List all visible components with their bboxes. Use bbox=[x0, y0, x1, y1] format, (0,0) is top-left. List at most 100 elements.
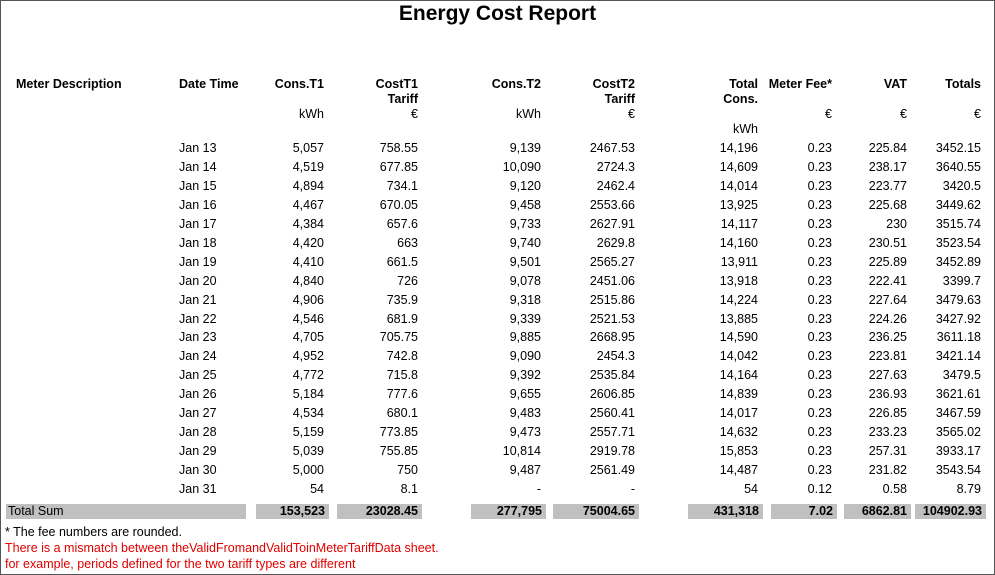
value-cell: 9,392 bbox=[509, 368, 541, 383]
value-cell: 14,632 bbox=[719, 425, 758, 440]
column-header: CostT1 Tariff bbox=[375, 77, 418, 106]
value-cell: 2467.53 bbox=[589, 141, 635, 155]
unit-label: € bbox=[974, 107, 981, 121]
value-cell: 734.1 bbox=[386, 178, 418, 193]
value-cell: 0.23 bbox=[807, 292, 832, 307]
value-cell: 9,483 bbox=[509, 406, 541, 421]
total-cell: 277,795 bbox=[471, 504, 546, 519]
value-cell: 13,885 bbox=[719, 311, 758, 326]
value-cell: 0.58 bbox=[882, 482, 907, 496]
value-cell: 677.85 bbox=[379, 159, 418, 174]
value-cell: 14,164 bbox=[719, 368, 758, 383]
unit-label: € bbox=[628, 107, 635, 121]
value-cell: 3452.89 bbox=[935, 254, 981, 269]
value-cell: 4,534 bbox=[292, 406, 324, 421]
value-cell: 238.17 bbox=[868, 159, 907, 174]
value-cell: 4,467 bbox=[292, 197, 324, 212]
value-cell: 14,224 bbox=[719, 292, 758, 307]
value-cell: 13,925 bbox=[719, 197, 758, 212]
date-cell: Jan 29 bbox=[179, 444, 217, 459]
value-cell: 236.25 bbox=[868, 330, 907, 345]
footnote: * The fee numbers are rounded. bbox=[5, 525, 182, 539]
value-cell: 4,952 bbox=[292, 349, 324, 364]
value-cell: 9,501 bbox=[509, 254, 541, 269]
value-cell: 227.63 bbox=[868, 368, 907, 383]
value-cell: 3479.63 bbox=[935, 292, 981, 307]
unit-label: kWh bbox=[516, 107, 541, 121]
report-title: Energy Cost Report bbox=[398, 2, 597, 25]
date-cell: Jan 15 bbox=[179, 178, 217, 193]
value-cell: 230 bbox=[886, 216, 907, 231]
value-cell: 4,546 bbox=[292, 311, 324, 326]
value-cell: 223.81 bbox=[868, 349, 907, 364]
column-header: Meter Description bbox=[16, 77, 122, 91]
value-cell: 4,420 bbox=[292, 235, 324, 250]
value-cell: 0.23 bbox=[807, 311, 832, 326]
total-cell: 431,318 bbox=[688, 504, 763, 519]
column-header: VAT bbox=[883, 77, 907, 91]
value-cell: 0.12 bbox=[807, 482, 832, 496]
total-cell: 23028.45 bbox=[337, 504, 422, 519]
total-cell: 7.02 bbox=[771, 504, 837, 519]
value-cell: 10,814 bbox=[502, 444, 541, 459]
value-cell: 227.64 bbox=[868, 292, 907, 307]
value-cell: 9,740 bbox=[509, 235, 541, 250]
value-cell: 8.79 bbox=[956, 482, 981, 496]
unit-label: € bbox=[825, 107, 832, 121]
value-cell: 3467.59 bbox=[935, 406, 981, 421]
value-cell: 222.41 bbox=[868, 273, 907, 288]
value-cell: 0.23 bbox=[807, 444, 832, 459]
total-cell: 6862.81 bbox=[844, 504, 911, 519]
date-cell: Jan 20 bbox=[179, 273, 217, 288]
value-cell: 14,117 bbox=[720, 216, 758, 231]
column-header: Cons.T1 bbox=[274, 77, 324, 91]
date-cell: Jan 30 bbox=[179, 463, 217, 478]
value-cell: 223.77 bbox=[868, 178, 907, 193]
value-cell: 14,042 bbox=[719, 349, 758, 364]
value-cell: 14,609 bbox=[719, 159, 758, 174]
footnote: There is a mismatch between theValidFrom… bbox=[5, 541, 439, 555]
value-cell: 10,090 bbox=[502, 159, 541, 174]
value-cell: 2553.66 bbox=[589, 197, 635, 212]
value-cell: 236.93 bbox=[868, 387, 907, 402]
value-cell: 9,733 bbox=[509, 216, 541, 231]
value-cell: 225.84 bbox=[868, 141, 907, 155]
value-cell: 233.23 bbox=[868, 425, 907, 440]
value-cell: 9,885 bbox=[509, 330, 541, 345]
date-cell: Jan 21 bbox=[179, 292, 217, 307]
value-cell: 2454.3 bbox=[596, 349, 635, 364]
date-cell: Jan 17 bbox=[179, 216, 217, 231]
value-cell: 2515.86 bbox=[589, 292, 635, 307]
value-cell: 14,014 bbox=[719, 178, 758, 193]
date-cell: Jan 28 bbox=[179, 425, 217, 440]
value-cell: 226.85 bbox=[868, 406, 907, 421]
value-cell: 14,196 bbox=[719, 141, 758, 155]
value-cell: 3427.92 bbox=[935, 311, 981, 326]
value-cell: 2627.91 bbox=[589, 216, 635, 231]
value-cell: 2919.78 bbox=[589, 444, 635, 459]
value-cell: 681.9 bbox=[386, 311, 418, 326]
value-cell: 661.5 bbox=[386, 254, 418, 269]
value-cell: 9,318 bbox=[509, 292, 541, 307]
value-cell: 2565.27 bbox=[589, 254, 635, 269]
unit-label: kWh bbox=[299, 107, 324, 121]
value-cell: 9,655 bbox=[509, 387, 541, 402]
value-cell: 0.23 bbox=[807, 387, 832, 402]
value-cell: 2668.95 bbox=[589, 330, 635, 345]
value-cell: 2560.41 bbox=[589, 406, 635, 421]
date-cell: Jan 26 bbox=[179, 387, 217, 402]
value-cell: 54 bbox=[310, 482, 324, 496]
value-cell: 663 bbox=[397, 235, 418, 250]
value-cell: 9,090 bbox=[509, 349, 541, 364]
value-cell: 231.82 bbox=[868, 463, 907, 478]
value-cell: 3421.14 bbox=[935, 349, 981, 364]
date-cell: Jan 24 bbox=[179, 349, 217, 364]
value-cell: 4,840 bbox=[292, 273, 324, 288]
value-cell: 0.23 bbox=[807, 216, 832, 231]
value-cell: 2561.49 bbox=[589, 463, 635, 478]
value-cell: 3399.7 bbox=[942, 273, 981, 288]
value-cell: 4,705 bbox=[292, 330, 324, 345]
date-cell: Jan 27 bbox=[179, 406, 217, 421]
value-cell: 4,384 bbox=[292, 216, 324, 231]
total-cell: 75004.65 bbox=[553, 504, 639, 519]
